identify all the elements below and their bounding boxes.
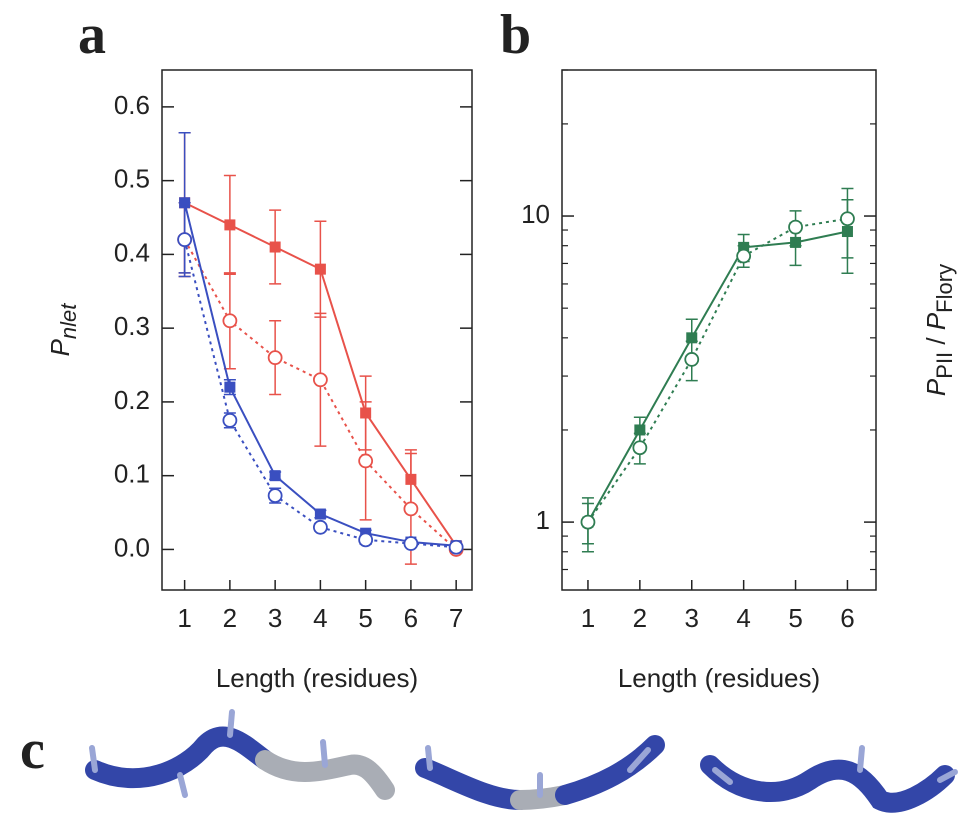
y-axis-label-part: nlet [56, 303, 81, 339]
y-tick-label: 0.3 [114, 311, 150, 341]
y-axis-label-part: Flory [932, 264, 957, 313]
data-point [267, 350, 283, 366]
x-tick-label: 2 [223, 603, 237, 633]
x-tick-label: 5 [358, 603, 372, 633]
y-axis-label-part: P [921, 312, 951, 330]
y-axis-label: Pnlet [45, 303, 81, 357]
x-axis-label: Length (residues) [618, 663, 820, 693]
x-tick-label: 7 [449, 603, 463, 633]
data-point [632, 440, 648, 456]
x-axis-label: Length (residues) [216, 663, 418, 693]
panel-label: a [78, 4, 106, 66]
y-tick-label: 1 [536, 505, 550, 535]
data-point [314, 508, 326, 520]
data-point [358, 532, 374, 548]
y-axis-label-part: / [921, 330, 951, 352]
x-tick-label: 2 [633, 603, 647, 633]
data-point [403, 501, 419, 517]
y-tick-label: 0.6 [114, 90, 150, 120]
y-tick-label: 10 [521, 199, 550, 229]
data-point [684, 352, 700, 367]
data-point [686, 332, 698, 344]
data-point [177, 232, 193, 248]
data-point [312, 519, 328, 535]
series [581, 199, 854, 553]
helix-tube [700, 755, 955, 813]
data-point [358, 453, 374, 469]
data-point [736, 248, 752, 264]
data-point [448, 539, 464, 555]
series [580, 187, 855, 545]
data-point [634, 424, 646, 436]
data-point [269, 470, 281, 482]
data-point [580, 514, 596, 530]
x-tick-label: 3 [685, 603, 699, 633]
x-tick-label: 1 [581, 603, 595, 633]
data-point [222, 313, 238, 329]
series-line [587, 230, 848, 523]
y-axis-label-part: P [45, 338, 75, 356]
y-axis-label-part: P [921, 378, 951, 396]
series-line [587, 217, 848, 523]
x-tick-label: 4 [736, 603, 750, 633]
panel-label: c [20, 719, 45, 781]
plot-frame [561, 69, 877, 591]
y-tick-label: 0.1 [114, 459, 150, 489]
data-point [314, 263, 326, 275]
x-tick-label: 3 [268, 603, 282, 633]
x-tick-label: 5 [788, 603, 802, 633]
data-point [788, 219, 803, 235]
helix-tube [555, 735, 665, 805]
y-tick-label: 0.4 [114, 237, 150, 267]
structure-renderings [85, 709, 958, 813]
data-point [267, 488, 283, 503]
y-tick-label: 0.0 [114, 532, 150, 562]
data-point [222, 412, 238, 428]
helix-tube [415, 758, 530, 810]
side-chains [89, 709, 958, 798]
panel-label: b [500, 4, 531, 66]
data-point [403, 536, 419, 551]
y-tick-label: 0.5 [114, 164, 150, 194]
x-tick-label: 6 [404, 603, 418, 633]
plot-frame [161, 69, 473, 591]
data-point [224, 219, 236, 231]
x-tick-label: 1 [177, 603, 191, 633]
helix-tube [85, 726, 275, 789]
data-point [269, 241, 281, 253]
data-point [224, 381, 236, 393]
series [177, 202, 464, 555]
coil-tube [255, 750, 395, 800]
y-axis-label: PPII / PFlory [921, 264, 957, 396]
x-tick-label: 4 [313, 603, 327, 633]
x-tick-label: 6 [840, 603, 854, 633]
y-tick-label: 0.2 [114, 385, 150, 415]
data-point [840, 211, 855, 227]
y-axis-label-part: PII [932, 352, 957, 379]
data-point [312, 372, 328, 388]
